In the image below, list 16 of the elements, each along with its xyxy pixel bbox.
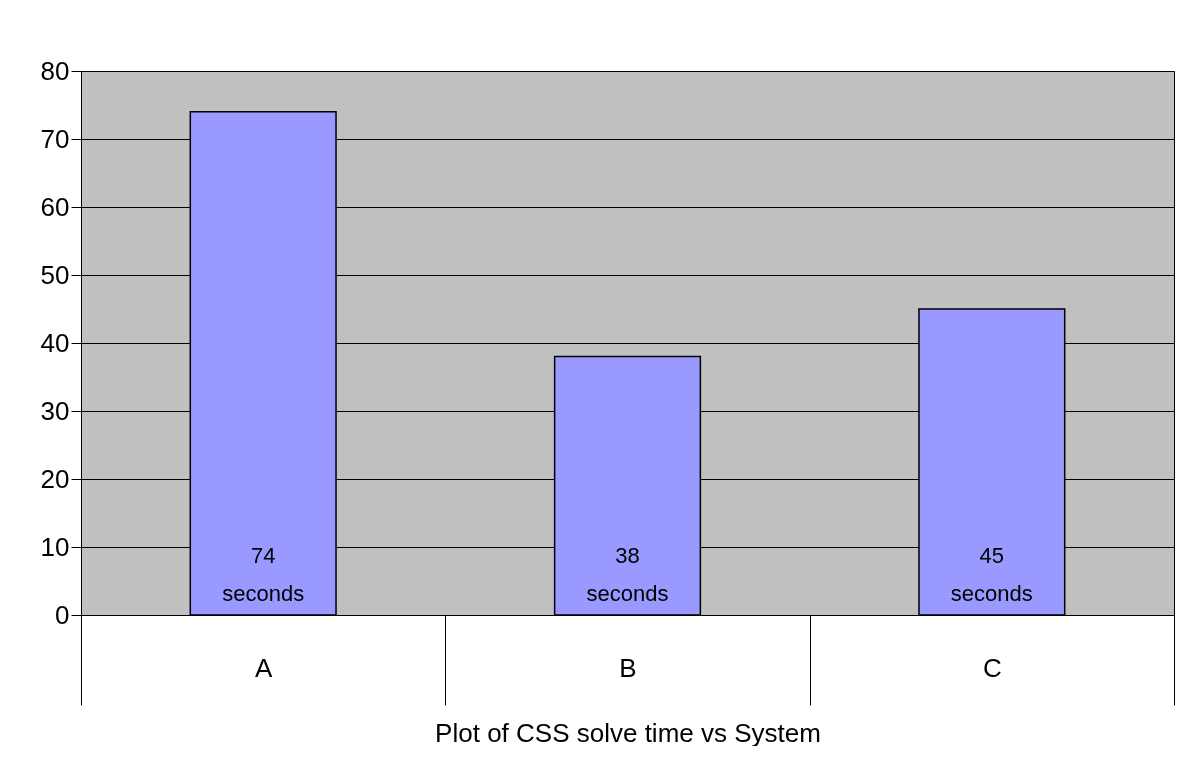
y-tick-label: 60 (40, 191, 70, 222)
data-label: 45 seconds (950, 543, 1033, 606)
y-tick-label: 50 (40, 259, 70, 290)
y-tick-label: 10 (40, 531, 70, 562)
y-tick-label: 70 (40, 123, 70, 154)
y-tick-label: 80 (40, 55, 70, 86)
x-axis-title: Plot of CSS solve time vs System (435, 717, 821, 748)
y-tick-label: 20 (40, 463, 70, 494)
x-tick-label: C (982, 652, 1002, 683)
x-tick-label: A (254, 652, 273, 683)
y-tick-label: 40 (40, 327, 70, 358)
x-tick-label: B (619, 652, 637, 683)
y-tick-label: 30 (40, 395, 70, 426)
data-label: 74 seconds (222, 543, 305, 606)
y-tick-label: 0 (55, 599, 70, 630)
data-label: 38 seconds (586, 543, 669, 606)
